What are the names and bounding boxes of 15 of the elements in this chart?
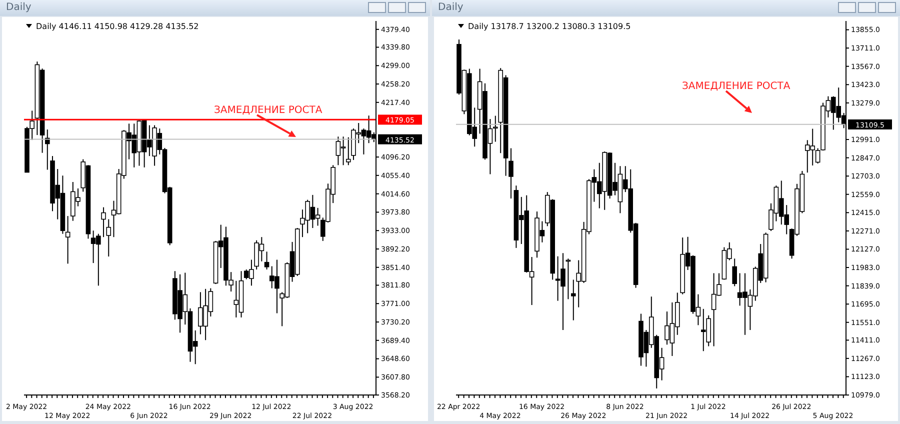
annotation: ЗАМЕДЛЕНИЕ РОСТА <box>682 81 790 92</box>
candlestick <box>493 115 498 142</box>
candlestick <box>732 258 737 287</box>
candlestick <box>346 136 351 166</box>
candlestick <box>106 218 112 257</box>
chart-title: Daily <box>432 0 900 16</box>
chart-subtitle: Daily 4146.11 4150.98 4129.28 4135.52 <box>36 22 199 31</box>
chart-subtitle: Daily 13178.7 13200.2 13080.3 13109.5 <box>468 22 631 31</box>
candlestick <box>264 251 270 270</box>
candlestick <box>65 216 70 264</box>
chart-title: Daily <box>0 0 430 16</box>
annotation: ЗАМЕДЛЕНИЕ РОСТА <box>214 105 322 116</box>
candlestick <box>508 148 514 200</box>
candlestick <box>101 206 106 238</box>
candlestick <box>571 279 576 321</box>
